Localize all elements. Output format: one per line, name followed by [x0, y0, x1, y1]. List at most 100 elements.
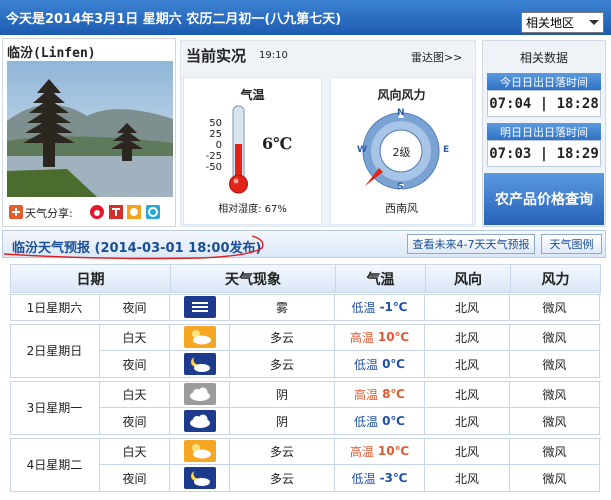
temp-label: 高温: [349, 444, 374, 459]
wind-direction: 西南风: [385, 202, 418, 215]
city-panel: 临汾(Linfen) 天气分享:: [2, 38, 176, 227]
forecast-title: 临汾天气预报 (2014-03-01 18:00发布): [12, 241, 262, 256]
period-cell: 夜间: [100, 408, 170, 435]
temp-label: 低温: [351, 471, 376, 486]
wind-dir-cell: 北风: [425, 381, 510, 408]
scale-label: 25: [209, 129, 222, 140]
weather-cell: 阴: [230, 381, 335, 408]
temp-label: 低温: [354, 357, 379, 372]
day-group: [10, 294, 601, 321]
period-cell: 夜间: [100, 351, 170, 378]
weather-cell: 多云: [230, 438, 335, 465]
temp-value: -1℃: [379, 300, 408, 314]
column-header: 天气现象: [170, 264, 335, 293]
weather-cell: 多云: [230, 324, 335, 351]
column-header: 日期: [10, 264, 170, 293]
scale-label: 0: [215, 140, 222, 151]
wind-dir-cell: 北风: [425, 351, 510, 378]
icon-cell: [170, 381, 230, 408]
period-cell: 夜间: [100, 465, 170, 492]
today-times: 07:04 | 18:28: [487, 90, 601, 117]
legend-button[interactable]: 天气图例: [541, 234, 602, 254]
tomorrow-label: 明日日出日落时间: [487, 123, 601, 140]
temp-label: 低温: [351, 300, 376, 315]
date-cell: 1日星期六: [10, 294, 100, 321]
wind-box: 风向风力 N E S W 2级 西南风: [330, 77, 473, 225]
temp-label: 高温: [354, 387, 379, 402]
radar-link[interactable]: 雷达图>>: [411, 51, 463, 64]
wind-title: 风向风力: [377, 88, 426, 102]
day-group: [10, 381, 601, 435]
period-cell: 白天: [100, 324, 170, 351]
scale-label: -50: [205, 162, 222, 173]
related-title: 相关数据: [519, 51, 568, 65]
share-icon: [9, 205, 23, 219]
temp-cell: 高温 10℃: [335, 438, 425, 465]
column-header: 风力: [510, 264, 600, 293]
column-header: 气温: [335, 264, 425, 293]
region-select[interactable]: 相关地区: [521, 12, 604, 33]
date-cell: 3日星期一: [10, 381, 100, 435]
table-header-bg: [10, 264, 601, 293]
temp-cell: 低温 -3℃: [335, 465, 425, 492]
temp-value: 0℃: [382, 414, 405, 428]
weather-icon: [183, 410, 216, 432]
weather-icon: [183, 383, 216, 405]
date-cell: 4日星期二: [10, 438, 100, 492]
temp-label: 高温: [349, 330, 374, 345]
wind-force-cell: 微风: [510, 324, 600, 351]
current-time: 19:10: [259, 50, 288, 61]
compass-s: S: [397, 182, 404, 192]
wind-force-cell: 微风: [510, 294, 600, 321]
forecast-table: 日期 天气现象 气温 风向 风力 1日星期六 夜间雾低温 -1℃ 北风 微风 2日星期日 白天 多云 高温…: [10, 264, 601, 496]
wind-level: 2级: [392, 146, 411, 159]
temp-cell: 低温 0℃: [335, 408, 425, 435]
temp-cell: 低温 -1℃: [335, 294, 425, 321]
related-panel: 相关数据 今日日出日落时间 07:04 | 18:28 明日日出日落时间 07:…: [482, 40, 606, 227]
compass-w: W: [357, 145, 367, 155]
city-photo: [7, 61, 173, 197]
weather-cell: 多云: [230, 351, 335, 378]
red-underline: [3, 235, 264, 260]
day-group: [10, 324, 601, 378]
compass-e: E: [443, 145, 450, 155]
temperature-title: 气温: [240, 88, 265, 102]
wind-force-cell: 微风: [510, 381, 600, 408]
date-line: 今天是2014年3月1日 星期六 农历二月初一(八九第七天): [6, 12, 342, 27]
temp-cell: 高温 10℃: [335, 324, 425, 351]
temp-value: 0℃: [382, 357, 405, 371]
icon-cell: [170, 351, 230, 378]
more-forecast-button[interactable]: 查看未来4-7天天气预报: [407, 234, 535, 254]
temp-value: 10℃: [377, 330, 410, 344]
icon-cell: [170, 408, 230, 435]
wind-force-cell: 微风: [510, 351, 600, 378]
temp-value: -3℃: [379, 471, 408, 485]
wind-dir-cell: 北风: [425, 294, 510, 321]
wind-dir-cell: 北风: [425, 438, 510, 465]
share-label: 天气分享:: [25, 207, 73, 220]
weather-icon: [183, 440, 216, 462]
today-label: 今日日出日落时间: [487, 73, 601, 90]
column-header: 风向: [425, 264, 510, 293]
wind-force-cell: 微风: [510, 438, 600, 465]
weather-cell: 雾: [230, 294, 335, 321]
weather-cell: 阴: [230, 408, 335, 435]
share-buttons[interactable]: [89, 203, 165, 221]
temp-cell: 高温 8℃: [335, 381, 425, 408]
weather-icon: [183, 353, 216, 375]
period-cell: 白天: [100, 438, 170, 465]
weather-icon: [183, 467, 216, 489]
day-group: [10, 438, 601, 492]
period-cell: 白天: [100, 381, 170, 408]
compass-n: N: [397, 108, 405, 118]
forecast-bar: 临汾天气预报 (2014-03-01 18:00发布) 查看未来4-7天天气预报…: [2, 230, 606, 258]
temp-value: 10℃: [377, 444, 410, 458]
current-title: 当前实况: [186, 47, 247, 65]
wind-dir-cell: 北风: [425, 324, 510, 351]
date-cell: 2日星期日: [10, 324, 100, 378]
price-button[interactable]: 农产品价格查询: [484, 173, 604, 225]
weather-cell: 多云: [230, 465, 335, 492]
icon-cell: [170, 294, 230, 321]
temp-cell: 低温 0℃: [335, 351, 425, 378]
